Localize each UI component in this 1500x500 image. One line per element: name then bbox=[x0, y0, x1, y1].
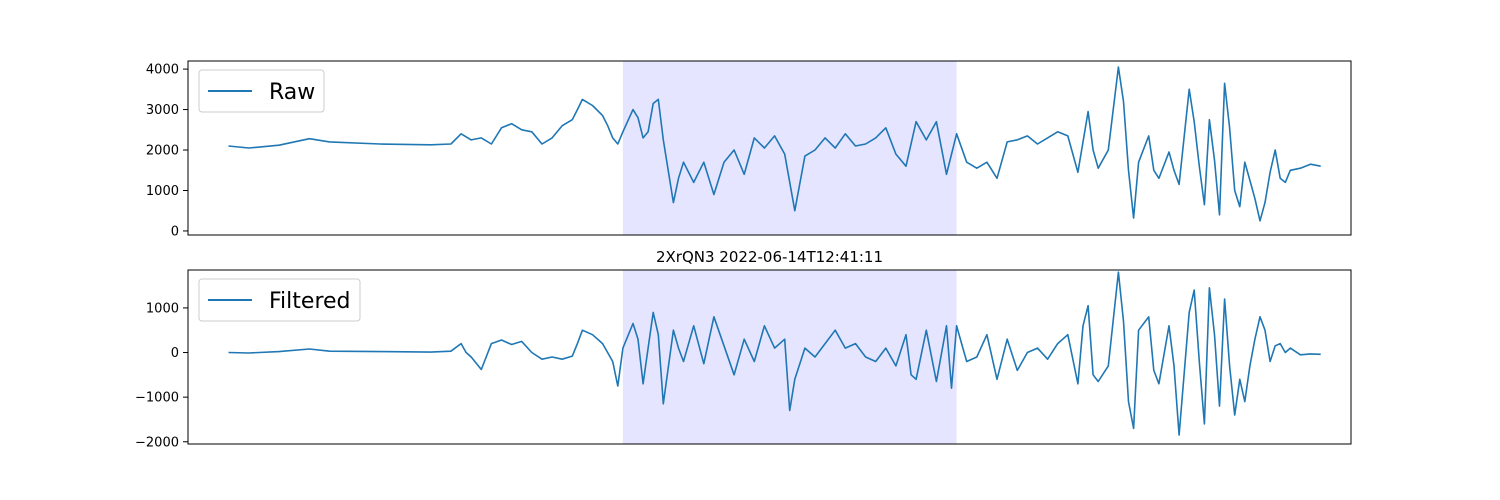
y-tick-label: 0 bbox=[171, 346, 179, 361]
y-tick-label: −1000 bbox=[135, 391, 179, 406]
legend-box bbox=[198, 278, 361, 322]
y-ticks: 0 1000 2000 3000 4000 bbox=[146, 63, 188, 239]
y-tick-label: 4000 bbox=[146, 63, 179, 78]
axes-frame bbox=[187, 60, 1352, 236]
chart-title: 2XrQN3 2022-06-14T12:41:11 bbox=[656, 248, 883, 266]
legend-label: Raw bbox=[269, 80, 315, 105]
series-line-raw bbox=[228, 66, 1321, 222]
axes-frame bbox=[187, 269, 1352, 445]
y-tick-label: 0 bbox=[171, 224, 179, 239]
y-tick-label: 2000 bbox=[146, 144, 179, 159]
y-tick-label: 3000 bbox=[146, 103, 179, 118]
legend-label: Filtered bbox=[269, 289, 351, 314]
highlight-span bbox=[622, 270, 957, 444]
legend-box bbox=[198, 69, 325, 113]
y-tick-label: −2000 bbox=[135, 435, 179, 450]
y-tick-label: 1000 bbox=[146, 184, 179, 199]
series-lines bbox=[228, 66, 1321, 222]
legend: Raw bbox=[198, 69, 325, 113]
series-lines bbox=[228, 271, 1321, 436]
y-tick-label: 1000 bbox=[146, 301, 179, 316]
series-line-filtered bbox=[228, 271, 1321, 436]
y-ticks: −2000 −1000 0 1000 bbox=[135, 301, 188, 450]
axes-filtered: −2000 −1000 0 1000 Filtered 2XrQN3 2022-06-… bbox=[135, 248, 1352, 450]
axes-raw: 0 1000 2000 3000 4000 Raw bbox=[146, 60, 1352, 239]
legend: Filtered bbox=[198, 278, 361, 322]
highlight-span bbox=[622, 61, 957, 235]
